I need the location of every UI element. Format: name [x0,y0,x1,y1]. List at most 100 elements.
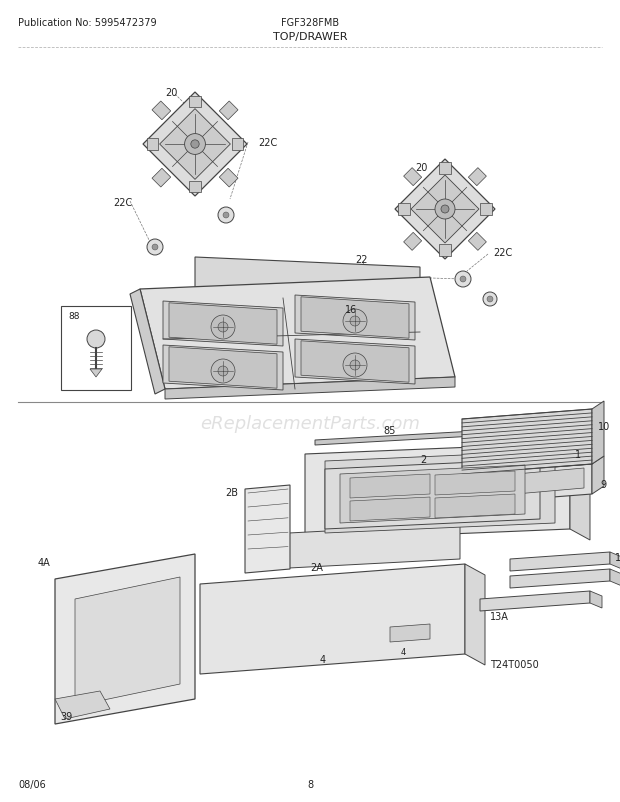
Polygon shape [163,346,283,391]
Text: 22C: 22C [113,198,132,208]
Polygon shape [395,160,495,260]
Polygon shape [189,96,201,108]
Circle shape [191,140,199,149]
Circle shape [223,213,229,219]
Text: 22C: 22C [258,138,277,148]
Polygon shape [510,569,610,588]
Circle shape [460,277,466,282]
Circle shape [441,206,449,214]
Polygon shape [130,290,165,395]
Polygon shape [480,591,590,611]
Text: TOP/DRAWER: TOP/DRAWER [273,32,347,42]
Polygon shape [159,110,231,180]
Text: 2B: 2B [225,488,238,497]
Polygon shape [295,339,415,384]
Polygon shape [404,233,422,251]
Polygon shape [295,296,415,341]
Polygon shape [570,444,590,541]
Polygon shape [325,452,555,533]
Polygon shape [399,205,410,215]
Polygon shape [189,181,201,193]
Polygon shape [163,302,283,346]
Polygon shape [610,553,620,569]
Polygon shape [592,456,604,494]
Text: 22C: 22C [493,248,512,257]
Text: 22: 22 [355,255,368,265]
Polygon shape [590,591,602,608]
Text: 20: 20 [165,88,177,98]
Polygon shape [462,410,592,475]
Polygon shape [301,342,409,383]
Polygon shape [390,624,430,642]
Text: 4A: 4A [38,557,51,567]
Polygon shape [510,553,610,571]
Polygon shape [305,444,570,541]
Polygon shape [75,577,180,706]
Text: Publication No: 5995472379: Publication No: 5995472379 [18,18,157,28]
Circle shape [185,135,205,156]
Polygon shape [195,257,420,300]
Circle shape [218,367,228,376]
Circle shape [350,317,360,326]
Polygon shape [152,169,171,188]
Polygon shape [480,205,492,215]
Text: 16: 16 [345,305,357,314]
Text: 10: 10 [598,422,610,431]
Polygon shape [470,468,584,498]
Circle shape [152,245,158,251]
Polygon shape [219,169,238,188]
Text: 2: 2 [420,455,426,464]
Polygon shape [350,475,430,498]
Polygon shape [462,464,592,504]
Text: 85: 85 [384,426,396,435]
Circle shape [343,354,367,378]
Circle shape [435,200,455,220]
Polygon shape [465,565,485,665]
Polygon shape [440,245,451,257]
Text: 13A: 13A [490,611,509,622]
Text: 1: 1 [575,449,581,460]
Polygon shape [325,460,540,529]
Text: 20: 20 [415,163,427,172]
Circle shape [483,293,497,306]
Circle shape [87,330,105,349]
Circle shape [218,322,228,333]
Polygon shape [411,176,479,244]
Polygon shape [315,431,475,445]
Polygon shape [301,298,409,338]
Polygon shape [340,465,525,524]
Text: 9: 9 [600,480,606,489]
Circle shape [455,272,471,288]
Text: 4: 4 [320,654,326,664]
FancyBboxPatch shape [61,306,131,391]
Polygon shape [55,691,110,719]
Polygon shape [245,485,290,573]
Polygon shape [610,569,620,586]
Circle shape [211,316,235,339]
Polygon shape [169,303,277,345]
Polygon shape [270,525,460,569]
Polygon shape [165,378,455,399]
Polygon shape [350,497,430,521]
Polygon shape [143,93,247,196]
Polygon shape [90,370,102,378]
Circle shape [487,297,493,302]
Text: T24T0050: T24T0050 [490,659,539,669]
Text: 4: 4 [401,647,405,656]
Text: 39: 39 [60,711,73,721]
Polygon shape [435,494,515,518]
Polygon shape [232,139,244,151]
Text: 88: 88 [68,312,79,321]
Text: 8: 8 [307,779,313,789]
Text: eReplacementParts.com: eReplacementParts.com [200,415,420,432]
Polygon shape [152,102,171,120]
Polygon shape [169,347,277,389]
Text: 2A: 2A [310,562,323,573]
Circle shape [218,208,234,224]
Polygon shape [200,565,465,674]
Circle shape [350,361,360,371]
Text: 13B: 13B [615,553,620,562]
Polygon shape [468,168,486,186]
Polygon shape [592,402,604,464]
Polygon shape [440,164,451,174]
